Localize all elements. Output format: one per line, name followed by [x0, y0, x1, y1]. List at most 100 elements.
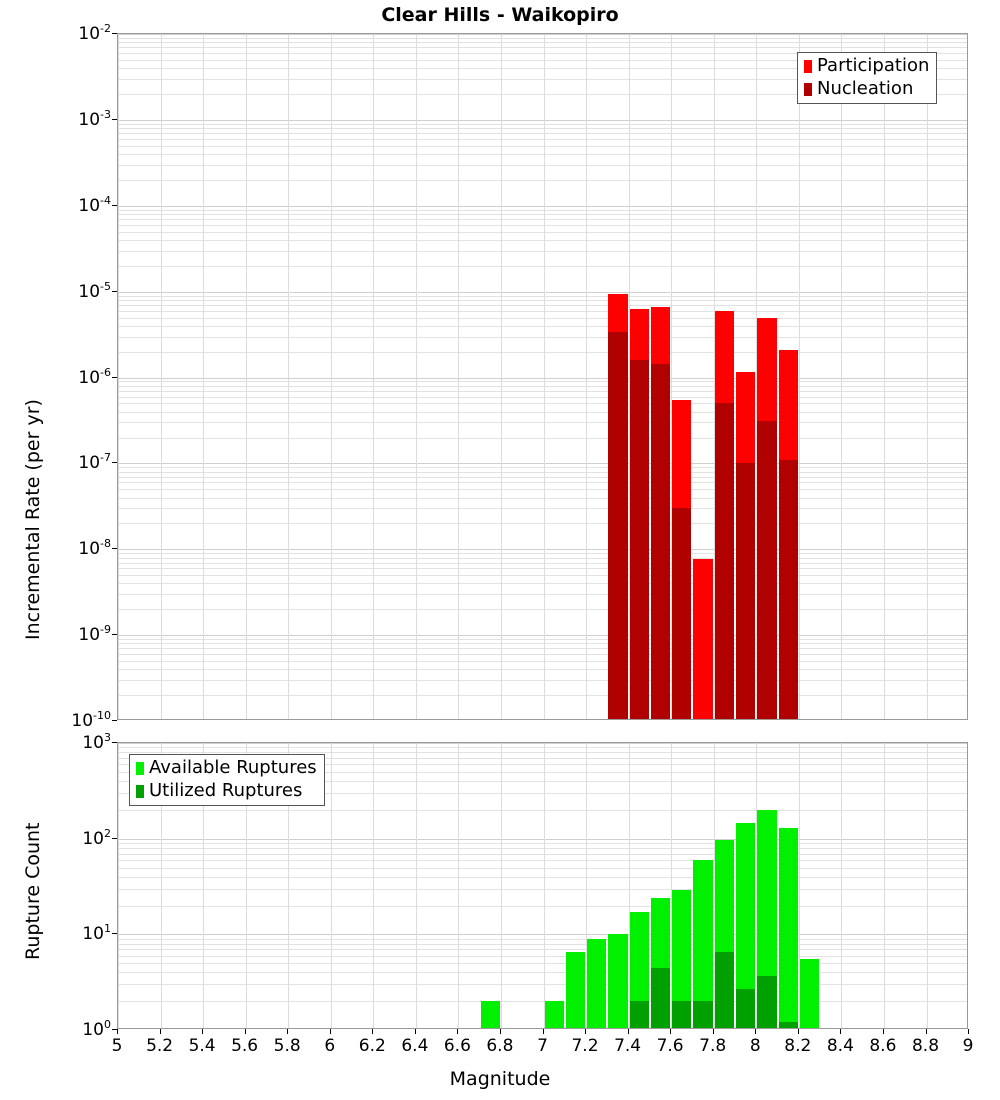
bar-available-ruptures — [629, 912, 649, 1028]
x-tick-label: 8 — [749, 1036, 761, 1056]
gridline-minor — [118, 955, 967, 957]
gridline-minor — [118, 396, 967, 398]
gridline-major — [118, 549, 967, 551]
gridline-vertical — [756, 34, 758, 719]
gridline-minor — [118, 809, 967, 811]
gridline-minor — [118, 905, 967, 907]
y-tick-label: 10-4 — [78, 193, 111, 216]
bar-available-ruptures — [799, 959, 820, 1028]
y-tick-mark — [112, 118, 117, 120]
gridline-minor — [118, 214, 967, 216]
x-tick-mark — [925, 1029, 927, 1034]
x-tick-label: 6.6 — [443, 1036, 471, 1056]
bar-available-ruptures — [693, 859, 713, 1028]
gridline-minor — [118, 793, 967, 794]
bar-participation — [693, 558, 713, 719]
gridline-minor — [118, 972, 967, 974]
x-tick-label: 6 — [324, 1036, 336, 1056]
gridline-vertical — [118, 34, 119, 719]
gridline-minor — [118, 295, 967, 297]
x-tick-label: 8.8 — [911, 1036, 940, 1056]
legend-swatch-icon — [136, 761, 144, 775]
gridline-vertical — [671, 743, 673, 1028]
gridline-minor — [118, 938, 967, 940]
gridline-vertical — [415, 743, 417, 1028]
gridline-minor — [118, 1001, 967, 1003]
gridline-vertical — [160, 743, 162, 1028]
gridline-vertical — [330, 743, 332, 1028]
bar-available-ruptures — [757, 809, 777, 1028]
legend-item: Utilized Ruptures — [136, 782, 317, 800]
gridline-minor — [118, 179, 967, 181]
gridline-vertical — [160, 34, 162, 719]
y-tick-mark — [112, 837, 117, 839]
gridline-major — [118, 34, 967, 35]
gridline-minor — [118, 771, 967, 773]
gridline-minor — [118, 145, 967, 147]
y-tick-mark — [112, 290, 117, 292]
gridline-major — [118, 934, 967, 936]
gridline-minor — [118, 467, 967, 469]
gridline-minor — [118, 304, 967, 306]
y-tick-mark — [112, 720, 117, 721]
gridline-vertical — [500, 743, 502, 1028]
gridline-minor — [118, 128, 967, 130]
gridline-minor — [118, 94, 967, 95]
y-tick-label: 10-2 — [78, 22, 111, 44]
gridline-vertical — [245, 34, 247, 719]
x-tick-label: 8.6 — [869, 1036, 897, 1056]
bar-nucleation — [629, 360, 649, 719]
gridline-vertical — [883, 34, 885, 719]
gridline-minor — [118, 984, 967, 986]
legend-item: Nucleation — [804, 80, 929, 98]
x-tick-label: 8.2 — [784, 1036, 812, 1056]
legend-swatch-icon — [804, 59, 812, 73]
x-tick-label: 9 — [962, 1036, 974, 1056]
gridline-major — [118, 838, 967, 840]
bar-available-ruptures — [778, 827, 798, 1028]
gridline-minor — [118, 224, 967, 226]
gridline-vertical — [458, 743, 460, 1028]
gridline-minor — [118, 859, 967, 861]
x-tick-mark — [840, 1029, 842, 1034]
gridline-minor — [118, 422, 967, 424]
gridline-minor — [118, 133, 967, 135]
bar-nucleation — [608, 331, 628, 719]
x-tick-mark — [372, 1029, 374, 1034]
gridline-major — [118, 377, 967, 379]
bar-utilized-ruptures — [629, 1001, 649, 1028]
gridline-minor — [118, 336, 967, 338]
y-tick-mark — [112, 33, 117, 34]
gridline-minor — [118, 37, 967, 39]
gridline-minor — [118, 68, 967, 70]
x-tick-mark — [457, 1029, 459, 1034]
gridline-vertical — [926, 743, 928, 1028]
y-tick-mark — [112, 548, 117, 550]
y-tick-mark — [112, 204, 117, 206]
gridline-vertical — [330, 34, 332, 719]
x-tick-mark — [542, 1029, 544, 1034]
gridline-vertical — [288, 34, 290, 719]
gridline-minor — [118, 239, 967, 241]
gridline-minor — [118, 680, 967, 681]
y-tick-label: 10-8 — [78, 537, 111, 560]
bar-utilized-ruptures — [778, 1022, 798, 1028]
x-tick-label: 6.2 — [358, 1036, 386, 1056]
bottom-plot-legend: Available Ruptures Utilized Ruptures — [129, 754, 325, 806]
gridline-minor — [118, 78, 967, 80]
gridline-major — [118, 291, 967, 293]
gridline-vertical — [713, 34, 715, 719]
y-tick-label: 10-9 — [78, 623, 111, 645]
x-tick-mark — [670, 1029, 672, 1034]
top-plot-legend: Participation Nucleation — [797, 52, 938, 104]
y-tick-label: 103 — [82, 731, 111, 753]
gridline-minor — [118, 648, 967, 650]
gridline-minor — [118, 843, 967, 844]
x-tick-label: 5 — [111, 1036, 123, 1056]
x-tick-label: 6.4 — [401, 1036, 429, 1056]
bar-nucleation — [672, 508, 692, 719]
legend-item: Participation — [804, 57, 929, 75]
gridline-minor — [118, 562, 967, 564]
x-tick-mark — [329, 1029, 331, 1034]
bar-nucleation — [736, 463, 756, 719]
